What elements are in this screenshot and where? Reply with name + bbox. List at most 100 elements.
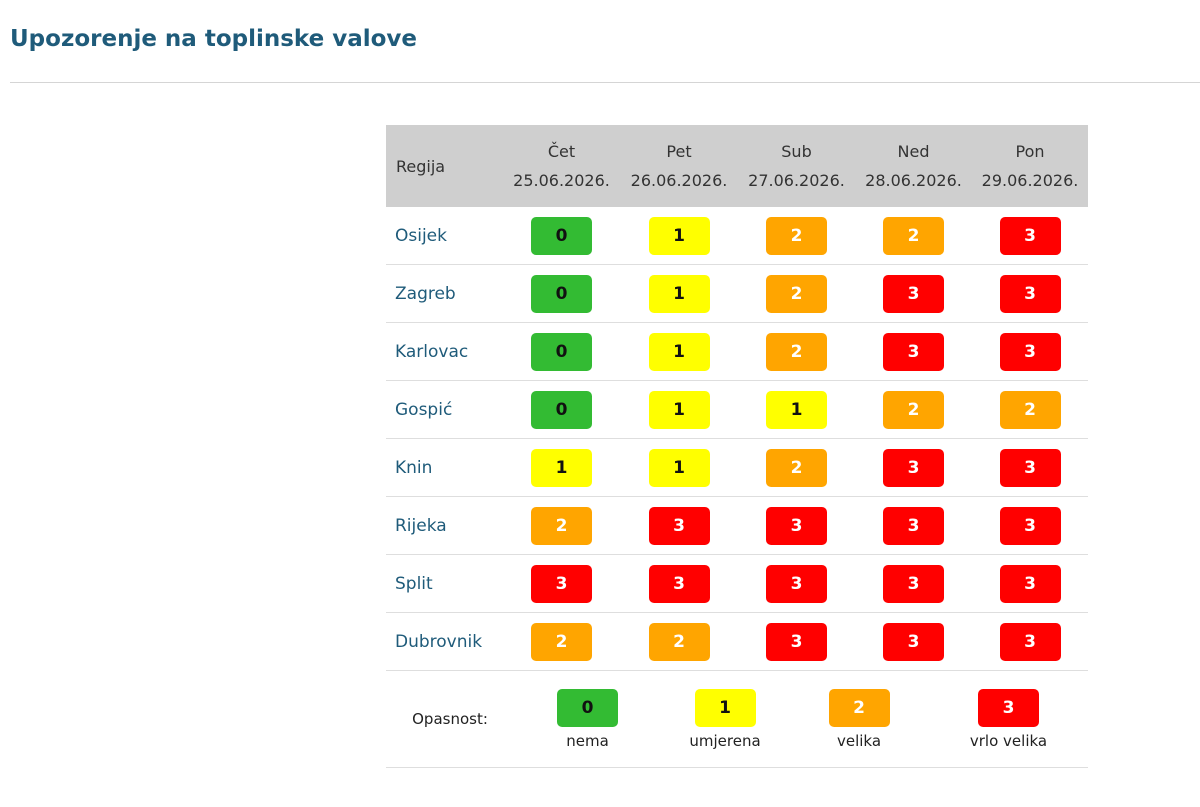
legend-text: velika <box>836 731 882 750</box>
legend-row: Opasnost: 0 nema 1 umjerena 2 velika 3 vrlo … <box>386 670 1088 768</box>
level-cell: 3 <box>855 496 972 555</box>
legend-badge: 3 <box>978 688 1039 727</box>
level-badge: 2 <box>766 448 827 487</box>
table-header-row: Regija Čet 25.06.2026. Pet 26.06.2026. Sub… <box>386 125 1088 207</box>
level-cell: 3 <box>855 554 972 613</box>
region-link[interactable]: Karlovac <box>386 322 503 381</box>
level-cell: 3 <box>972 554 1088 613</box>
level-cell: 3 <box>972 264 1088 323</box>
level-badge: 0 <box>531 274 592 313</box>
level-badge: 2 <box>883 216 944 255</box>
level-cell: 0 <box>503 380 620 439</box>
legend: Opasnost: 0 nema 1 umjerena 2 velika 3 vrlo … <box>386 670 1088 768</box>
level-badge: 3 <box>883 506 944 545</box>
level-cell: 3 <box>738 612 855 671</box>
level-badge: 2 <box>648 622 710 661</box>
level-badge: 3 <box>999 506 1061 545</box>
region-link[interactable]: Rijeka <box>386 496 503 555</box>
level-badge: 2 <box>531 622 592 661</box>
level-badge: 1 <box>648 332 710 371</box>
level-cell: 1 <box>620 322 738 381</box>
level-badge: 1 <box>648 448 710 487</box>
level-badge: 3 <box>999 216 1061 255</box>
level-cell: 3 <box>738 554 855 613</box>
level-cell: 2 <box>738 264 855 323</box>
region-link[interactable]: Dubrovnik <box>386 612 503 671</box>
level-badge: 0 <box>531 216 592 255</box>
day-column-header: Sub 27.06.2026. <box>738 125 855 207</box>
title-divider <box>10 82 1200 83</box>
legend-text: nema <box>566 731 609 750</box>
region-link[interactable]: Split <box>386 554 503 613</box>
level-badge: 2 <box>531 506 592 545</box>
level-badge: 3 <box>648 564 710 603</box>
day-date: 25.06.2026. <box>513 171 610 190</box>
day-column-header: Pet 26.06.2026. <box>620 125 738 207</box>
level-badge: 3 <box>999 448 1061 487</box>
level-cell: 3 <box>972 612 1088 671</box>
level-cell: 2 <box>972 380 1088 439</box>
level-cell: 3 <box>620 554 738 613</box>
level-cell: 3 <box>855 438 972 497</box>
level-badge: 3 <box>531 564 592 603</box>
level-badge: 0 <box>531 390 592 429</box>
heatwave-warning-table: Regija Čet 25.06.2026. Pet 26.06.2026. Sub… <box>386 125 1088 768</box>
day-name: Sub <box>781 142 812 161</box>
region-link[interactable]: Osijek <box>386 207 503 265</box>
level-badge: 1 <box>648 274 710 313</box>
level-badge: 2 <box>883 390 944 429</box>
table-row: Split 3 3 3 3 3 <box>386 554 1088 613</box>
level-cell: 3 <box>972 322 1088 381</box>
table-row: Gospić 0 1 1 2 2 <box>386 380 1088 439</box>
level-cell: 2 <box>738 438 855 497</box>
day-date: 26.06.2026. <box>630 171 728 190</box>
level-cell: 3 <box>972 496 1088 555</box>
level-badge: 1 <box>766 390 827 429</box>
level-badge: 2 <box>766 216 827 255</box>
legend-text: umjerena <box>689 731 761 750</box>
level-cell: 3 <box>503 554 620 613</box>
level-cell: 0 <box>503 264 620 323</box>
day-name: Pon <box>1015 142 1045 161</box>
level-cell: 0 <box>503 207 620 265</box>
legend-item: 0 nema <box>514 688 661 750</box>
level-badge: 1 <box>531 448 592 487</box>
level-badge: 3 <box>883 332 944 371</box>
level-badge: 3 <box>648 506 710 545</box>
level-badge: 0 <box>531 332 592 371</box>
legend-item: 1 umjerena <box>661 688 789 750</box>
level-cell: 3 <box>620 496 738 555</box>
level-cell: 2 <box>738 207 855 265</box>
level-badge: 3 <box>766 622 827 661</box>
level-cell: 3 <box>855 264 972 323</box>
level-cell: 3 <box>972 438 1088 497</box>
legend-badge: 1 <box>694 688 756 727</box>
level-cell: 3 <box>855 612 972 671</box>
level-cell: 2 <box>503 612 620 671</box>
level-badge: 3 <box>883 274 944 313</box>
level-badge: 3 <box>999 622 1061 661</box>
region-link[interactable]: Zagreb <box>386 264 503 323</box>
region-link[interactable]: Knin <box>386 438 503 497</box>
table-row: Karlovac 0 1 2 3 3 <box>386 322 1088 381</box>
day-name: Čet <box>547 142 576 161</box>
level-badge: 3 <box>766 506 827 545</box>
level-badge: 1 <box>648 216 710 255</box>
level-cell: 3 <box>855 322 972 381</box>
legend-item: 2 velika <box>789 688 929 750</box>
region-column-header: Regija <box>386 125 503 207</box>
level-badge: 3 <box>999 564 1061 603</box>
level-badge: 3 <box>999 274 1061 313</box>
level-cell: 1 <box>620 264 738 323</box>
level-cell: 1 <box>503 438 620 497</box>
level-badge: 2 <box>766 274 827 313</box>
table-row: Dubrovnik 2 2 3 3 3 <box>386 612 1088 671</box>
day-date: 27.06.2026. <box>748 171 845 190</box>
level-badge: 3 <box>883 622 944 661</box>
page-title: Upozorenje na toplinske valove <box>10 26 418 52</box>
level-cell: 3 <box>972 207 1088 265</box>
day-name: Ned <box>897 142 930 161</box>
region-link[interactable]: Gospić <box>386 380 503 439</box>
day-column-header: Čet 25.06.2026. <box>503 125 620 207</box>
level-cell: 2 <box>855 380 972 439</box>
